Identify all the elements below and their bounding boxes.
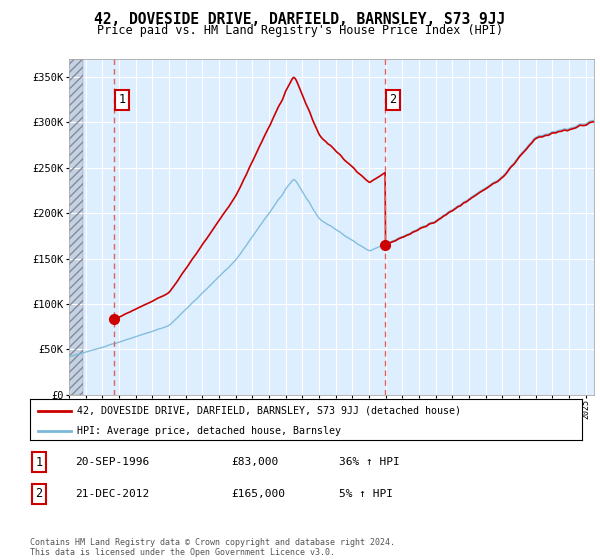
Text: 1: 1: [35, 455, 43, 469]
Bar: [69, 59, 83, 395]
Text: £83,000: £83,000: [231, 457, 278, 467]
Text: 2: 2: [389, 93, 397, 106]
Text: Price paid vs. HM Land Registry's House Price Index (HPI): Price paid vs. HM Land Registry's House …: [97, 24, 503, 36]
Text: 1: 1: [119, 93, 125, 106]
Bar: [69, 59, 83, 395]
Text: £165,000: £165,000: [231, 489, 285, 499]
Text: HPI: Average price, detached house, Barnsley: HPI: Average price, detached house, Barn…: [77, 426, 341, 436]
Text: 20-SEP-1996: 20-SEP-1996: [75, 457, 149, 467]
Text: 36% ↑ HPI: 36% ↑ HPI: [339, 457, 400, 467]
Text: 2: 2: [35, 487, 43, 501]
Text: 42, DOVESIDE DRIVE, DARFIELD, BARNSLEY, S73 9JJ: 42, DOVESIDE DRIVE, DARFIELD, BARNSLEY, …: [94, 12, 506, 27]
Text: Contains HM Land Registry data © Crown copyright and database right 2024.
This d: Contains HM Land Registry data © Crown c…: [30, 538, 395, 557]
Text: 5% ↑ HPI: 5% ↑ HPI: [339, 489, 393, 499]
Text: 21-DEC-2012: 21-DEC-2012: [75, 489, 149, 499]
Text: 42, DOVESIDE DRIVE, DARFIELD, BARNSLEY, S73 9JJ (detached house): 42, DOVESIDE DRIVE, DARFIELD, BARNSLEY, …: [77, 405, 461, 416]
